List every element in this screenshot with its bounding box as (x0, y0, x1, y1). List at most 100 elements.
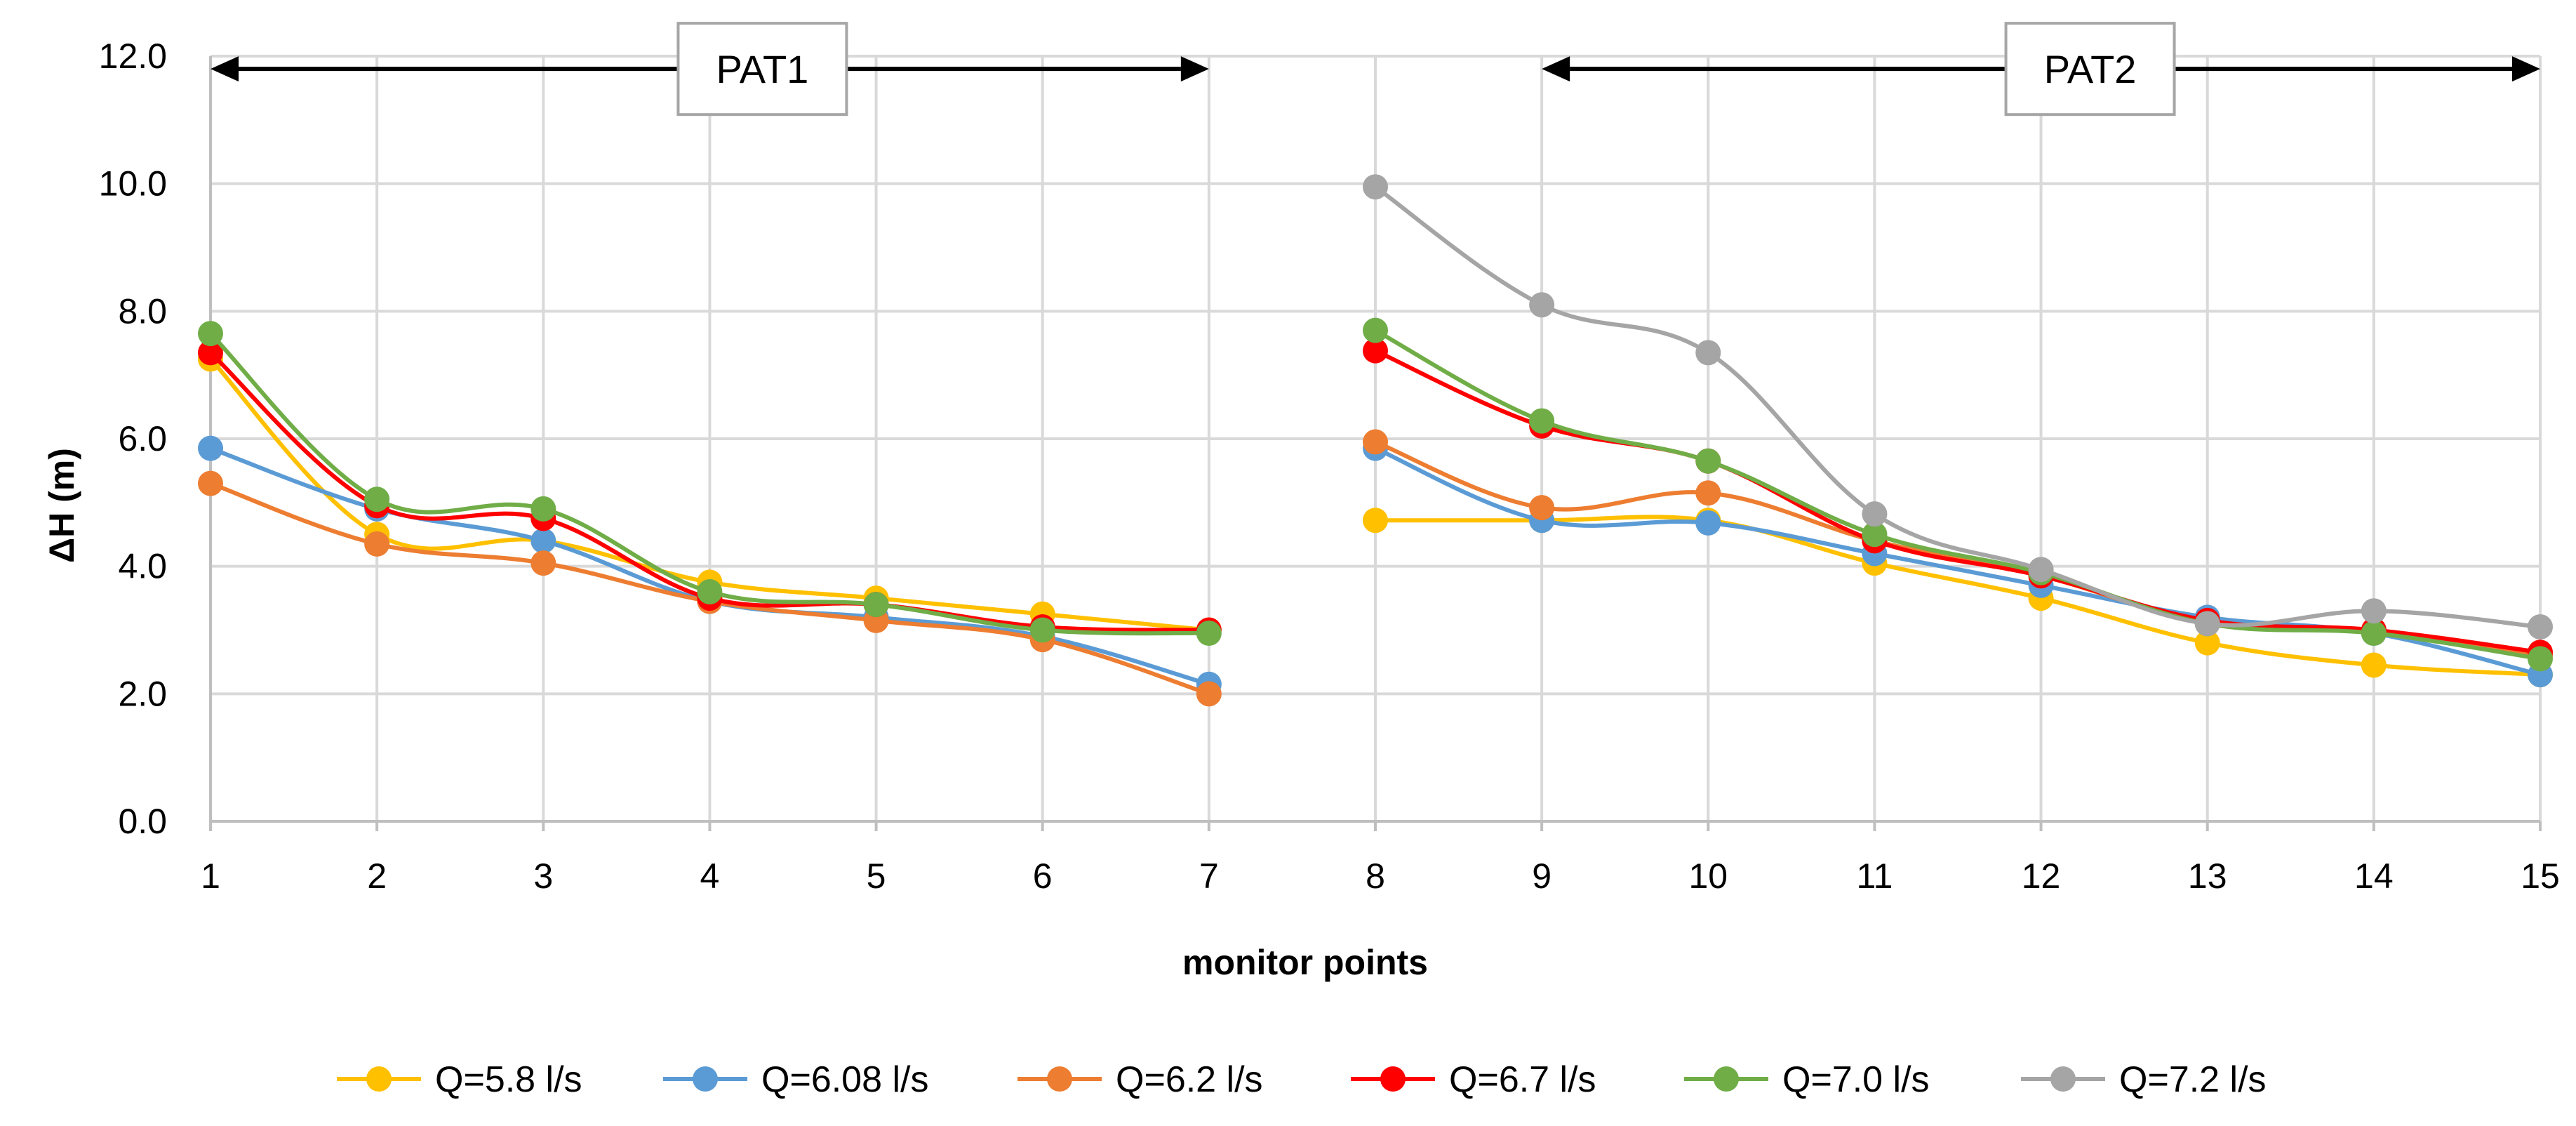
legend-entry: Q=6.7 l/s (1351, 1059, 1596, 1100)
data-point (198, 435, 223, 461)
series-5 (1363, 174, 2553, 640)
data-point (2528, 646, 2553, 672)
series-4 (198, 317, 2553, 672)
x-tick-label: 8 (1366, 856, 1385, 896)
data-point (1695, 510, 1721, 536)
x-tick-label: 13 (2188, 856, 2227, 896)
annotation-pat1: PAT1 (211, 22, 1209, 117)
data-point (1862, 522, 1888, 548)
data-point (863, 592, 889, 618)
series-line (1374, 185, 2541, 629)
legend-swatch-marker (366, 1066, 392, 1092)
legend-label: Q=6.7 l/s (1449, 1059, 1596, 1100)
x-tick-label: 5 (867, 856, 886, 896)
data-point (2361, 652, 2387, 678)
x-tick-label: 15 (2521, 856, 2560, 896)
legend-swatch-marker (2050, 1066, 2076, 1092)
data-point (1196, 621, 1222, 647)
legend-swatch-marker (693, 1066, 718, 1092)
data-point (2028, 557, 2054, 583)
data-point (1695, 480, 1721, 506)
y-tick-label: 2.0 (118, 674, 167, 713)
axes: 1 2 3 4 5 6 7 8 9 10 11 12 13 14 150.02.04.06.08.010.0… (99, 37, 2560, 896)
x-tick-label: 6 (1033, 856, 1053, 896)
legend-swatch-marker (1714, 1066, 1739, 1092)
legend-label: Q=5.8 l/s (435, 1059, 582, 1100)
annotation-label: PAT1 (716, 47, 809, 91)
data-point (364, 531, 390, 557)
data-point (697, 579, 723, 604)
annotation-label: PAT2 (2044, 47, 2137, 91)
legend-entry: Q=7.2 l/s (2021, 1059, 2267, 1100)
legend-swatch-marker (1380, 1066, 1406, 1092)
data-point (1529, 495, 1555, 521)
x-tick-label: 12 (2022, 856, 2061, 896)
data-point (1363, 317, 1388, 343)
x-tick-label: 9 (1532, 856, 1551, 896)
arrow-head-left (1542, 56, 1570, 82)
series-line (1375, 515, 2541, 677)
y-tick-label: 10.0 (99, 164, 167, 204)
annotation-box (676, 22, 848, 117)
data-point (2194, 630, 2220, 656)
data-point (2361, 621, 2387, 647)
x-tick-label: 11 (1856, 856, 1893, 896)
series-line (1374, 348, 2541, 655)
y-axis-title: ΔH (m) (42, 448, 81, 563)
data-point (1695, 340, 1721, 366)
x-tick-label: 4 (700, 856, 720, 896)
annotation-box (2004, 22, 2176, 117)
data-point (1029, 617, 1055, 643)
y-tick-label: 8.0 (118, 291, 167, 331)
data-point (1363, 338, 1388, 364)
data-point (530, 550, 556, 576)
x-tick-label: 2 (367, 856, 387, 896)
x-tick-label: 3 (533, 856, 553, 896)
data-point (2194, 611, 2220, 637)
data-point (1529, 408, 1555, 434)
series-line (1374, 328, 2541, 661)
data-point (1363, 429, 1388, 455)
y-tick-label: 6.0 (118, 419, 167, 458)
data-point (364, 486, 390, 512)
data-point (1363, 174, 1388, 200)
data-point (1196, 681, 1222, 707)
data-point (198, 321, 223, 347)
legend-entry: Q=6.2 l/s (1017, 1059, 1263, 1100)
x-tick-label: 10 (1688, 856, 1728, 896)
series (198, 174, 2553, 707)
data-point (2361, 598, 2387, 624)
data-point (2528, 614, 2553, 640)
x-tick-label: 14 (2354, 856, 2394, 896)
y-tick-label: 4.0 (118, 547, 167, 586)
legend-label: Q=6.08 l/s (761, 1059, 928, 1100)
data-point (1695, 448, 1721, 474)
y-tick-label: 12.0 (99, 37, 167, 76)
legend: Q=5.8 l/s Q=6.08 l/s Q=6.2 l/s Q=6.7 l/s Q=7… (337, 1059, 2267, 1100)
data-point (198, 340, 223, 366)
arrow-head-right (2512, 56, 2540, 82)
legend-label: Q=7.0 l/s (1782, 1059, 1930, 1100)
x-tick-label: 1 (201, 856, 220, 896)
y-tick-label: 0.0 (118, 802, 167, 841)
data-point (1363, 508, 1388, 534)
legend-label: Q=6.2 l/s (1116, 1059, 1263, 1100)
annotations: PAT1 PAT2 (211, 22, 2540, 117)
annotation-pat2: PAT2 (1542, 22, 2540, 117)
legend-entry: Q=7.0 l/s (1684, 1059, 1930, 1100)
legend-entry: Q=5.8 l/s (337, 1059, 582, 1100)
x-tick-label: 7 (1199, 856, 1219, 896)
legend-swatch-marker (1047, 1066, 1072, 1092)
arrow-head-left (211, 56, 239, 82)
data-point (1862, 501, 1888, 527)
data-point (530, 528, 556, 554)
legend-label: Q=7.2 l/s (2119, 1059, 2267, 1100)
arrow-head-right (1180, 56, 1209, 82)
data-point (198, 470, 223, 496)
data-point (1529, 292, 1555, 318)
legend-entry: Q=6.08 l/s (663, 1059, 928, 1100)
data-point (530, 496, 556, 522)
x-axis-title: monitor points (1182, 943, 1428, 982)
